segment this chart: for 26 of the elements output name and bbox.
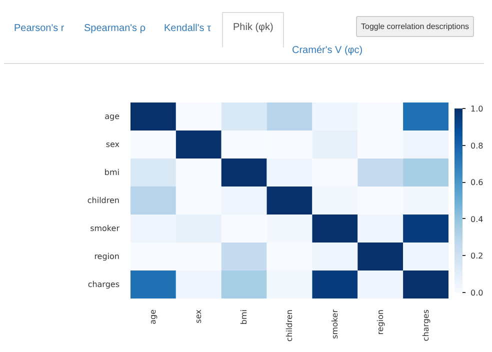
y-tick-label: children [87, 196, 120, 205]
x-tick-label: region [376, 309, 385, 335]
text: Pearson's r [14, 22, 64, 36]
color-bar-label: 0.4 [470, 214, 484, 224]
y-tick-label: region [94, 252, 120, 261]
y-tick-label: charges [88, 280, 120, 289]
text: Cramér's V (φc) [292, 44, 363, 58]
y-tick-label: age [104, 112, 120, 121]
x-tick-label: bmi [240, 310, 249, 325]
color-bar-label: 0.2 [470, 252, 484, 261]
x-tick-label: sex [194, 309, 204, 324]
text: Phik (φk) [222, 12, 284, 48]
x-tick-label: children [285, 309, 294, 342]
x-tick-label: age [148, 309, 158, 324]
y-tick-label: sex [106, 140, 120, 149]
y-tick-label: bmi [104, 168, 120, 177]
color-bar-label: 0.8 [470, 141, 484, 150]
x-tick-label: smoker [330, 308, 340, 339]
x-tick-label: charges [421, 310, 430, 342]
color-bar-label: 0.6 [470, 178, 484, 188]
color-bar-label: 1.0 [470, 104, 484, 114]
text: Spearman's ρ [84, 22, 146, 36]
y-tick-label: smoker [90, 224, 120, 233]
text: Kendall's τ [164, 22, 211, 36]
color-bar-label: 0.0 [470, 288, 484, 298]
text: Toggle correlation descriptions [356, 16, 474, 38]
